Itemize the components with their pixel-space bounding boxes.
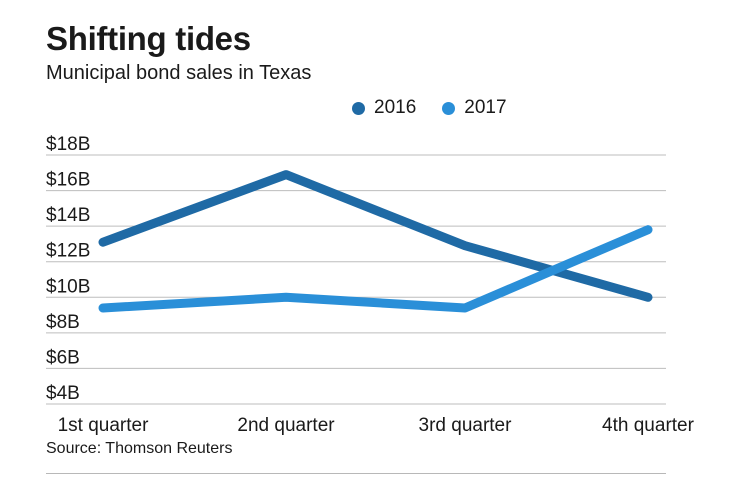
legend-swatch-2017	[442, 101, 456, 115]
legend: 2016 2017	[352, 97, 533, 119]
y-tick-label: $8B	[46, 312, 80, 333]
legend-label-2016: 2016	[374, 97, 417, 118]
chart-title: Shifting tides	[46, 20, 251, 57]
series-line-2017	[98, 225, 653, 313]
y-tick-label: $18B	[46, 134, 90, 155]
x-tick-label: 4th quarter	[602, 415, 695, 436]
y-tick-label: $12B	[46, 241, 90, 262]
y-tick-label: $10B	[46, 276, 90, 297]
x-tick-label: 1st quarter	[58, 415, 149, 436]
y-tick-label: $4B	[46, 383, 80, 404]
y-tick-label: $14B	[46, 205, 90, 226]
series-line-2016	[98, 170, 653, 302]
bottom-rule	[46, 473, 666, 474]
legend-item-2016: 2016	[352, 97, 416, 119]
y-tick-label: $16B	[46, 170, 90, 191]
source-note: Source: Thomson Reuters	[46, 440, 233, 457]
legend-label-2017: 2017	[464, 97, 507, 118]
x-tick-label: 2nd quarter	[237, 415, 335, 436]
legend-item-2017: 2017	[442, 97, 507, 119]
chart-subtitle: Municipal bond sales in Texas	[46, 62, 312, 84]
x-tick-label: 3rd quarter	[419, 415, 513, 436]
y-tick-label: $6B	[46, 347, 80, 368]
legend-swatch-2016	[352, 101, 365, 115]
